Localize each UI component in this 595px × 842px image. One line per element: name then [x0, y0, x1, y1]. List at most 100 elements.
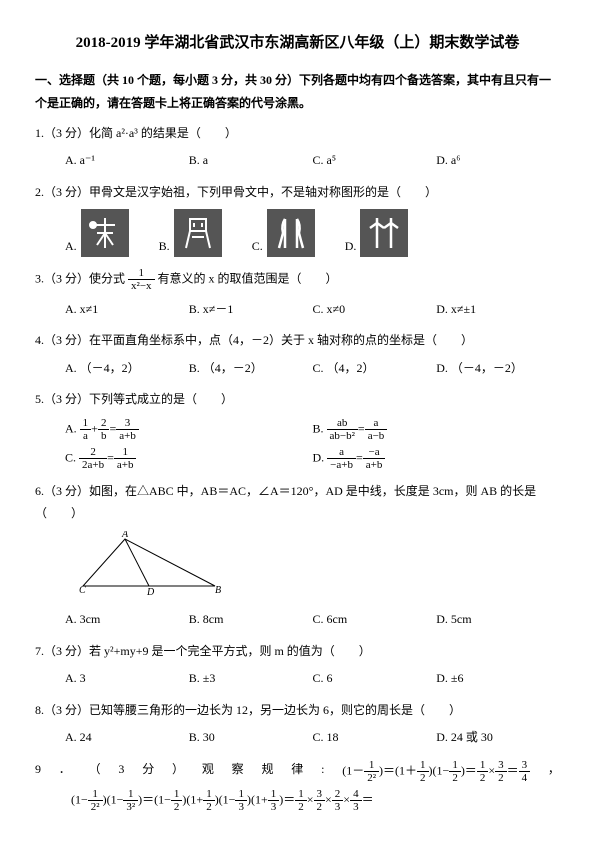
q1-opt-a: A. a⁻¹ — [65, 150, 189, 172]
q8-opt-b: B. 30 — [189, 727, 313, 749]
q9-l2e: )(1− — [215, 793, 236, 807]
q3-text: 3.（3 分）使分式 1x²−x 有意义的 x 的取值范围是（ ） — [35, 267, 560, 292]
q9-x2: × — [325, 793, 332, 807]
q5-text: 5.（3 分）下列等式成立的是（ ） — [35, 389, 560, 411]
q9-p1: ． — [59, 759, 71, 784]
q8-opt-d: D. 24 或 30 — [436, 727, 560, 749]
q2-text: 2.（3 分）甲骨文是汉字始祖，下列甲骨文中，不是轴对称图形的是（ ） — [35, 182, 560, 204]
q2-d-label: D. — [345, 236, 357, 258]
q5-opt-a: A. 1a+2b=3a+b — [65, 417, 313, 442]
svg-text:C: C — [79, 585, 86, 596]
q9-p4: 分 — [142, 759, 154, 784]
q4-opt-d: D. （－4，－2） — [436, 358, 560, 380]
q2-opt-c: C. — [252, 209, 315, 257]
q2-c-label: C. — [252, 236, 263, 258]
q7-opt-a: A. 3 — [65, 668, 189, 690]
q5-c-label: C. — [65, 450, 79, 464]
question-6: 6.（3 分）如图，在△ABC 中，AB＝AC，∠A＝120°，AD 是中线，长… — [35, 481, 560, 630]
q9-header: 9 ． （ 3 分 ） 观 察 规 律 : (1－12²)＝(1＋12)(1−1… — [35, 759, 560, 784]
q7-opt-c: C. 6 — [313, 668, 437, 690]
question-4: 4.（3 分）在平面直角坐标系中，点（4，－2）关于 x 轴对称的点的坐标是（ … — [35, 330, 560, 379]
q2-b-label: B. — [159, 236, 170, 258]
q8-text: 8.（3 分）已知等腰三角形的一边长为 12，另一边长为 6，则它的周长是（ ） — [35, 700, 560, 722]
page-title: 2018-2019 学年湖北省武汉市东湖高新区八年级（上）期末数学试卷 — [35, 30, 560, 57]
svg-text:B: B — [215, 585, 221, 596]
oracle-image-d — [360, 209, 408, 257]
question-3: 3.（3 分）使分式 1x²−x 有意义的 x 的取值范围是（ ） A. x≠1… — [35, 267, 560, 320]
q9-e1c: )(1− — [429, 763, 450, 777]
q2-opt-d: D. — [345, 209, 409, 257]
q8-opt-c: C. 18 — [313, 727, 437, 749]
q5-options-row1: A. 1a+2b=3a+b B. abab−b²=aa−b — [35, 417, 560, 442]
q8-options: A. 24 B. 30 C. 18 D. 24 或 30 — [35, 727, 560, 749]
q5-options-row2: C. 22a+b=1a+b D. a−a+b=−aa+b — [35, 446, 560, 471]
q9-p9: 律 — [291, 759, 303, 784]
q7-text: 7.（3 分）若 y²+my+9 是一个完全平方式，则 m 的值为（ ） — [35, 641, 560, 663]
q2-a-label: A. — [65, 236, 77, 258]
q6-opt-a: A. 3cm — [65, 609, 189, 631]
oracle-image-b — [174, 209, 222, 257]
q9-x3: × — [343, 793, 350, 807]
q3-text-b: 有意义的 x 的取值范围是（ ） — [158, 272, 338, 286]
q9-e1b: )＝(1＋ — [379, 763, 417, 777]
q3-text-a: 3.（3 分）使分式 — [35, 272, 125, 286]
q9-p7: 察 — [232, 759, 244, 784]
q7-opt-d: D. ±6 — [436, 668, 560, 690]
q4-options: A. （－4，2） B. （4，－2） C. （4，2） D. （－4，－2） — [35, 358, 560, 380]
q3-fraction: 1x²−x — [128, 267, 155, 292]
q4-opt-a: A. （－4，2） — [65, 358, 189, 380]
q9-e1d: )＝ — [461, 763, 477, 777]
q9-l2g: )＝ — [279, 793, 295, 807]
q9-e1a: (1－ — [342, 763, 364, 777]
q6-options: A. 3cm B. 8cm C. 6cm D. 5cm — [35, 609, 560, 631]
q4-opt-b: B. （4，－2） — [189, 358, 313, 380]
q3-opt-d: D. x≠±1 — [436, 299, 560, 321]
q9-l2a: (1− — [71, 793, 88, 807]
q9-l2c: )＝(1− — [138, 793, 171, 807]
section-instruction: 一、选择题（共 10 个题，每小题 3 分，共 30 分）下列各题中均有四个备选… — [35, 69, 560, 115]
q9-p6: 观 — [202, 759, 214, 784]
q6-opt-b: B. 8cm — [189, 609, 313, 631]
q9-e1e: × — [488, 763, 495, 777]
q9-eq1: (1－12²)＝(1＋12)(1−12)＝12×32＝34 — [342, 759, 530, 784]
svg-text:A: A — [121, 531, 129, 540]
q9-p5: ） — [172, 759, 184, 784]
q4-opt-c: C. （4，2） — [313, 358, 437, 380]
q5-opt-b: B. abab−b²=aa−b — [313, 417, 561, 442]
q7-opt-b: B. ±3 — [189, 668, 313, 690]
q5-b-label: B. — [313, 421, 327, 435]
triangle-figure: A C D B — [75, 531, 560, 604]
q9-e1g: ， — [548, 759, 560, 784]
q9-p10: : — [321, 759, 324, 784]
q5-opt-c: C. 22a+b=1a+b — [65, 446, 313, 471]
question-8: 8.（3 分）已知等腰三角形的一边长为 12，另一边长为 6，则它的周长是（ ）… — [35, 700, 560, 749]
q3-opt-a: A. x≠1 — [65, 299, 189, 321]
q9-l2f: )(1+ — [247, 793, 268, 807]
q1-text: 1.（3 分）化简 a²·a³ 的结果是（ ） — [35, 123, 560, 145]
q9-l2d: )(1+ — [182, 793, 203, 807]
q5-opt-d: D. a−a+b=−aa+b — [313, 446, 561, 471]
q5-d-label: D. — [313, 450, 328, 464]
q9-x1: × — [307, 793, 314, 807]
q2-opt-b: B. — [159, 209, 222, 257]
oracle-image-c — [267, 209, 315, 257]
q9-p0: 9 — [35, 759, 41, 784]
q5-a-label: A. — [65, 421, 80, 435]
q3-opt-c: C. x≠0 — [313, 299, 437, 321]
q7-options: A. 3 B. ±3 C. 6 D. ±6 — [35, 668, 560, 690]
question-7: 7.（3 分）若 y²+my+9 是一个完全平方式，则 m 的值为（ ） A. … — [35, 641, 560, 690]
q6-text: 6.（3 分）如图，在△ABC 中，AB＝AC，∠A＝120°，AD 是中线，长… — [35, 481, 560, 524]
svg-text:D: D — [146, 587, 155, 596]
q9-l2b: )(1− — [103, 793, 124, 807]
q1-opt-d: D. a⁶ — [436, 150, 560, 172]
q9-p3: 3 — [118, 759, 124, 784]
q9-e1f: ＝ — [507, 763, 519, 777]
oracle-image-a — [81, 209, 129, 257]
q2-opt-a: A. — [65, 209, 129, 257]
question-1: 1.（3 分）化简 a²·a³ 的结果是（ ） A. a⁻¹ B. a C. a… — [35, 123, 560, 172]
q6-opt-d: D. 5cm — [436, 609, 560, 631]
q9-eq: ＝ — [362, 793, 374, 807]
question-9: 9 ． （ 3 分 ） 观 察 规 律 : (1－12²)＝(1＋12)(1−1… — [35, 759, 560, 813]
q1-opt-c: C. a⁵ — [313, 150, 437, 172]
q4-text: 4.（3 分）在平面直角坐标系中，点（4，－2）关于 x 轴对称的点的坐标是（ … — [35, 330, 560, 352]
